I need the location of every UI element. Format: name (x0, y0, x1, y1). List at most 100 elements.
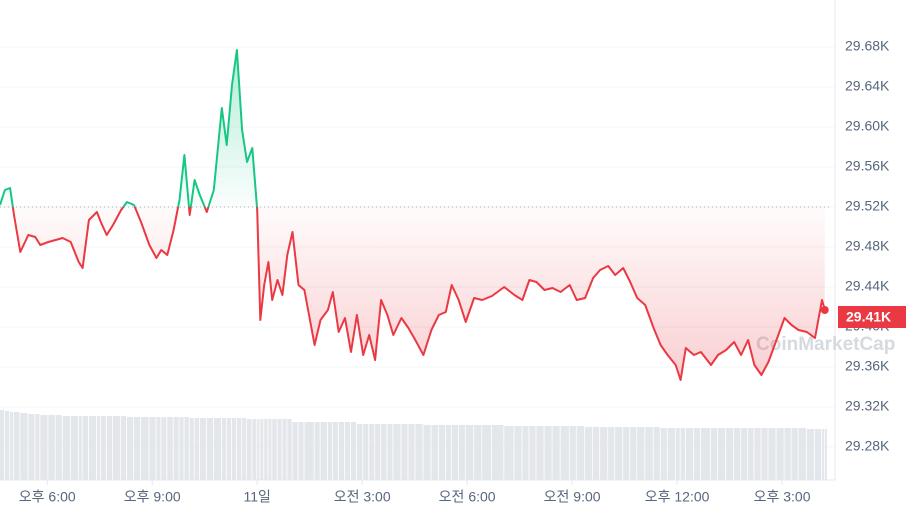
volume-bar (675, 428, 680, 480)
y-tick-label: 29.36K (845, 358, 890, 374)
volume-bar (552, 426, 560, 480)
volume-bar (734, 428, 741, 480)
volume-bar (231, 418, 237, 480)
volume-bar (585, 427, 593, 480)
x-tick-label: 오전 6:00 (439, 489, 496, 505)
volume-bar (718, 428, 726, 480)
volume-bar (482, 425, 492, 480)
volume-bar (106, 416, 113, 480)
volume-bar (408, 424, 415, 480)
volume-bar (776, 428, 784, 480)
volume-bar (680, 428, 686, 480)
volume-bar (13, 412, 20, 480)
y-tick-label: 29.44K (845, 278, 890, 294)
volume-bar (327, 422, 332, 480)
area (0, 50, 825, 380)
volume-bar (0, 410, 5, 480)
x-tick-label: 오전 9:00 (544, 489, 601, 505)
volume-bar (637, 427, 645, 480)
volume-bar (645, 427, 653, 480)
volume-bar (791, 428, 798, 480)
volume-bar (257, 419, 260, 480)
price-tag-label: 29.41K (846, 309, 891, 325)
volume-bar (314, 422, 320, 480)
volume-bar (173, 417, 179, 480)
volume-bar (55, 415, 62, 480)
volume-bar (206, 418, 213, 480)
volume-bar (593, 427, 600, 480)
y-tick-label: 29.60K (845, 118, 890, 134)
volume-bar (28, 414, 35, 480)
volume-bar (748, 428, 754, 480)
volume-bar (100, 416, 106, 480)
volume-bar (320, 422, 328, 480)
volume-bar (504, 426, 514, 480)
volume-bar (62, 416, 70, 480)
volume-bar (451, 425, 458, 480)
volume-bar (415, 424, 423, 480)
x-tick-label: 오후 12:00 (645, 489, 710, 505)
volume-bar (821, 429, 824, 480)
volume-bar (623, 427, 630, 480)
x-tick-label: 오전 3:00 (334, 489, 391, 505)
volume-bar (88, 416, 97, 480)
volume-bar (824, 429, 827, 480)
volume-bar (282, 419, 287, 480)
volume-bar (260, 419, 264, 480)
volume-bar (127, 417, 134, 480)
volume-bar (35, 414, 40, 480)
volume-bar (70, 416, 78, 480)
volume-bar (156, 417, 161, 480)
volume-bar (363, 424, 369, 480)
volume-bar (4, 411, 10, 480)
volume-bar (247, 419, 252, 480)
volume-bar (768, 428, 776, 480)
volume-bar (369, 424, 375, 480)
volume-bar (693, 428, 701, 480)
volume-bar (277, 419, 282, 480)
volume-bar (401, 424, 408, 480)
volume-bar (814, 429, 822, 480)
volume-bar (491, 425, 504, 480)
volume-bar (96, 416, 100, 480)
volume-bar (194, 418, 200, 480)
volume-bar (189, 418, 194, 480)
volume-bar (356, 424, 363, 480)
volume-bar (569, 426, 576, 480)
volume-bar (474, 425, 482, 480)
volume-bar (236, 418, 242, 480)
volume-bar (78, 416, 82, 480)
y-tick-label: 29.32K (845, 398, 890, 414)
volume-bar (381, 424, 387, 480)
volume-bar (798, 428, 807, 480)
volume-bar (560, 426, 569, 480)
volume-bar (252, 419, 257, 480)
volume-bar (514, 426, 522, 480)
volume-bar (272, 419, 277, 480)
x-tick-label: 오후 6:00 (19, 489, 76, 505)
y-tick-label: 29.28K (845, 438, 890, 454)
volume-bar (536, 426, 544, 480)
volume-bar (630, 427, 637, 480)
volume-bar (438, 425, 445, 480)
price-tag (838, 306, 906, 328)
volume-bar (465, 425, 474, 480)
volume-bar (221, 418, 226, 480)
volume-bar (264, 419, 268, 480)
price-line (0, 49, 826, 381)
volume-bar (292, 422, 298, 480)
volume-bar (522, 426, 529, 480)
volume-bar (213, 418, 222, 480)
volume-bar (179, 417, 184, 480)
volume-bar (431, 425, 438, 480)
x-tick-label: 오후 3:00 (754, 489, 811, 505)
volume-bar (423, 425, 431, 480)
volume-bar (806, 429, 815, 480)
volume-bar (375, 424, 381, 480)
x-tick-label: 11일 (243, 489, 270, 505)
volume-bar (726, 428, 734, 480)
volume-bar (608, 427, 615, 480)
volume-bar (660, 428, 667, 480)
volume-bar (350, 422, 357, 480)
